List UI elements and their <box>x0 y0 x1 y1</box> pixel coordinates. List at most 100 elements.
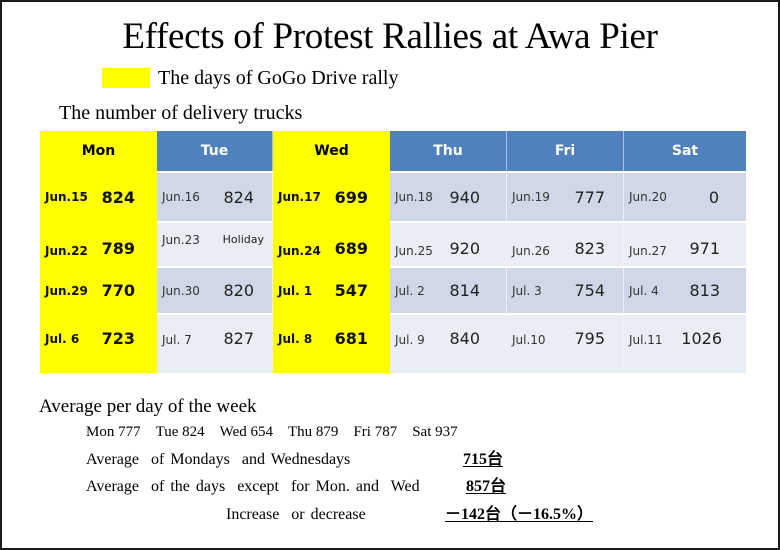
cell-value: 971 <box>689 239 720 258</box>
cell-value: 814 <box>449 281 480 300</box>
cell-value: 824 <box>101 187 135 207</box>
table-cell: Jun.17 699 <box>273 173 390 221</box>
table-caption: The number of delivery trucks <box>59 102 303 124</box>
cell-date: Jul. 8 <box>278 332 313 346</box>
cell-value: 795 <box>574 329 605 348</box>
cell-date: Jul.11 <box>629 333 663 347</box>
table-cell: Jun.18 940 <box>390 173 507 221</box>
cell-date: Jun.27 <box>629 244 667 258</box>
cell-value: 547 <box>334 281 368 300</box>
cell-value: 754 <box>574 281 605 300</box>
cell-value: 824 <box>223 187 254 207</box>
cell-date: Jul. 1 <box>278 283 313 298</box>
legend-label: The days of GoGo Drive rally <box>158 67 399 89</box>
cell-value: 689 <box>334 239 368 258</box>
cell-date: Jun.26 <box>512 244 550 258</box>
cell-value: 681 <box>334 329 368 348</box>
row-gap <box>40 171 746 173</box>
table-row: Jun.22 789 Jun.23 Holiday Jun.24 689 Jun.25… <box>40 223 746 266</box>
cell-date: Jun.18 <box>395 190 433 204</box>
legend-swatch-yellow <box>102 68 150 88</box>
mon-wed-average-value: 715台 <box>463 451 504 468</box>
table-cell: Jul. 8 681 <box>273 315 390 373</box>
cell-date: Jul. 3 <box>512 283 542 298</box>
cell-date: Jul.10 <box>512 333 546 347</box>
cell-value: 1026 <box>681 329 722 348</box>
table-row: Jun.29 770 Jun.30 820 Jul. 1 547 Jul. 2 814 … <box>40 268 746 313</box>
cell-date: Jun.22 <box>45 244 88 258</box>
cell-date: Jun.20 <box>629 190 667 204</box>
table-cell: Jul. 1 547 <box>273 268 390 313</box>
avg-sat: Sat 937 <box>412 424 458 440</box>
change-value: －142台（－16.5%） <box>445 506 594 523</box>
table-cell: Jun.23 Holiday <box>157 223 273 266</box>
header-fri: Fri <box>507 131 624 171</box>
avg-thu: Thu 879 <box>288 424 339 440</box>
cell-date: Jun.15 <box>45 190 88 204</box>
table-cell: Jun.19 777 <box>507 173 624 221</box>
cell-date: Jun.19 <box>512 190 550 204</box>
cell-date: Jul. 4 <box>629 283 659 298</box>
others-average-value: 857台 <box>466 478 507 495</box>
cell-value: 777 <box>574 187 605 207</box>
table-cell: Jun.16 824 <box>157 173 273 221</box>
cell-date: Jun.24 <box>278 244 321 258</box>
cell-value: 723 <box>101 329 135 348</box>
header-tue: Tue <box>157 131 273 171</box>
table-cell: Jun.25 920 <box>390 223 507 266</box>
weekday-averages: Mon 777 Tue 824 Wed 654 Thu 879 Fri 787 … <box>86 423 473 441</box>
mon-wed-average-label: Average of Mondays and Wednesdays <box>86 451 351 468</box>
change-label: Increase or decrease <box>226 506 366 523</box>
header-wed: Wed <box>273 131 390 171</box>
cell-value: 823 <box>574 239 605 258</box>
table-cell: Jul. 2 814 <box>390 268 507 313</box>
cell-value: 940 <box>449 187 480 207</box>
table-cell: Jun.22 789 <box>40 223 157 266</box>
table-header-row: Mon Tue Wed Thu Fri Sat <box>40 131 746 171</box>
table-cell: Jul. 9 840 <box>390 315 507 373</box>
table-row: Jul. 6 723 Jul. 7 827 Jul. 8 681 Jul. 9 840 … <box>40 315 746 373</box>
cell-date: Jun.25 <box>395 244 433 258</box>
cell-value: 820 <box>223 281 254 300</box>
cell-date: Jul. 9 <box>395 333 425 347</box>
avg-mon: Mon 777 <box>86 424 141 440</box>
table-cell: Jun.15 824 <box>40 173 157 221</box>
averages-heading: Average per day of the week <box>39 396 257 417</box>
avg-fri: Fri 787 <box>353 424 398 440</box>
table-row: Jun.15 824 Jun.16 824 Jun.17 699 Jun.18 940 … <box>40 173 746 221</box>
cell-value: 920 <box>449 239 480 258</box>
cell-value: 0 <box>708 187 719 207</box>
cell-date: Jul. 7 <box>162 333 192 347</box>
table-cell: Jul. 7 827 <box>157 315 273 373</box>
avg-wed: Wed 654 <box>219 424 274 440</box>
table-cell: Jul. 3 754 <box>507 268 624 313</box>
table-cell: Jun.30 820 <box>157 268 273 313</box>
cell-value: 699 <box>334 187 368 207</box>
header-thu: Thu <box>390 131 507 171</box>
cell-value: 840 <box>449 329 480 348</box>
cell-date: Jun.17 <box>278 190 321 204</box>
table-cell: Jun.20 0 <box>624 173 746 221</box>
delivery-trucks-table: Mon Tue Wed Thu Fri Sat Jun.15 824 Jun.16… <box>40 131 746 373</box>
avg-tue: Tue 824 <box>155 424 205 440</box>
cell-date: Jul. 6 <box>45 332 80 346</box>
table-cell: Jul.10 795 <box>507 315 624 373</box>
cell-value: 770 <box>101 281 135 300</box>
table-cell: Jun.29 770 <box>40 268 157 313</box>
cell-date: Jun.30 <box>162 283 200 298</box>
cell-value: 813 <box>689 281 720 300</box>
cell-value: 789 <box>101 239 135 258</box>
table-cell: Jul. 6 723 <box>40 315 157 373</box>
cell-value: 827 <box>223 329 254 348</box>
cell-value: Holiday <box>222 233 264 246</box>
table-cell: Jun.24 689 <box>273 223 390 266</box>
cell-date: Jun.23 <box>162 233 200 247</box>
table-cell: Jun.27 971 <box>624 223 746 266</box>
page-title: Effects of Protest Rallies at Awa Pier <box>122 16 658 57</box>
header-sat: Sat <box>624 131 746 171</box>
header-mon: Mon <box>40 131 157 171</box>
table-cell: Jul. 4 813 <box>624 268 746 313</box>
others-average-label: Average of the days except for Mon. and … <box>86 478 420 495</box>
table-cell: Jul.11 1026 <box>624 315 746 373</box>
